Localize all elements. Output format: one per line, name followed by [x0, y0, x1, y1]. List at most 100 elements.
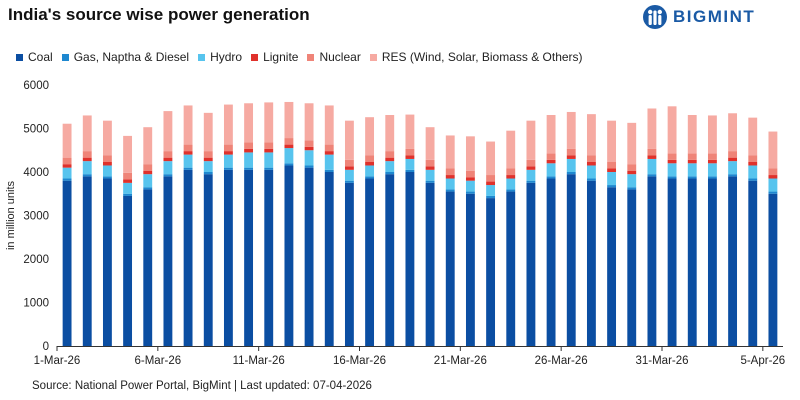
- legend-swatch: [61, 53, 69, 61]
- x-tick-label: 1-Mar-26: [34, 355, 81, 367]
- x-tick-label: 31-Mar-26: [635, 355, 688, 367]
- bar-segment-1: [526, 180, 536, 183]
- bar-segment-0: [223, 169, 233, 346]
- bar-stack-16-Mar-26: [365, 117, 375, 346]
- bar-segment-2: [445, 178, 455, 190]
- bar-stack-1-Apr-26: [687, 115, 697, 346]
- bar-stack-26-Mar-26: [566, 111, 576, 346]
- bar-segment-3: [728, 157, 738, 162]
- bar-segment-1: [445, 189, 455, 192]
- bar-segment-4: [687, 153, 697, 160]
- bar-segment-4: [707, 153, 717, 160]
- bar-segment-1: [244, 167, 254, 170]
- bar-segment-5: [526, 120, 536, 160]
- y-tick-label: 3000: [23, 211, 49, 223]
- bar-stack-30-Mar-26: [647, 108, 657, 346]
- bar-segment-4: [526, 159, 536, 167]
- chart-title: India's source wise power generation: [8, 5, 310, 24]
- bar-segment-3: [244, 148, 254, 153]
- bar-segment-5: [223, 104, 233, 145]
- brand-logo[interactable]: BIGMINT: [642, 4, 755, 30]
- bar-segment-0: [566, 174, 576, 346]
- bar-segment-2: [223, 154, 233, 168]
- bar-stack-4-Apr-26: [748, 117, 758, 346]
- bar-stack-25-Mar-26: [546, 115, 556, 346]
- bar-segment-3: [365, 162, 375, 166]
- bar-segment-0: [62, 180, 72, 346]
- bar-segment-5: [82, 115, 92, 152]
- y-tick-label: 1000: [23, 298, 49, 310]
- bar-segment-5: [546, 115, 556, 154]
- bar-segment-2: [324, 154, 334, 170]
- bar-segment-3: [445, 175, 455, 179]
- bar-segment-3: [344, 166, 354, 170]
- bar-segment-0: [123, 195, 133, 346]
- bar-segment-1: [223, 167, 233, 170]
- bar-segment-3: [264, 148, 274, 153]
- bar-segment-1: [62, 178, 72, 181]
- legend-item-1: Gas, Naptha & Diesel: [61, 50, 189, 64]
- bar-segment-1: [486, 195, 496, 199]
- bar-stack-27-Mar-26: [586, 114, 596, 346]
- bar-segment-0: [667, 178, 677, 346]
- bar-segment-3: [123, 179, 133, 183]
- bar-segment-1: [546, 176, 556, 179]
- bar-segment-3: [203, 157, 213, 162]
- bar-segment-4: [748, 155, 758, 162]
- legend-item-5: RES (Wind, Solar, Biomass & Others): [369, 50, 583, 64]
- bar-stack-18-Mar-26: [405, 114, 415, 346]
- bar-segment-1: [728, 174, 738, 177]
- bar-segment-3: [284, 144, 294, 149]
- bar-segment-0: [546, 178, 556, 346]
- bar-segment-3: [627, 170, 637, 175]
- bar-stack-1-Mar-26: [62, 123, 72, 346]
- bar-segment-3: [647, 155, 657, 159]
- bar-stack-23-Mar-26: [506, 130, 516, 346]
- bar-stack-9-Mar-26: [223, 104, 233, 346]
- bar-segment-2: [546, 163, 556, 177]
- bar-stack-8-Mar-26: [203, 112, 213, 346]
- bar-segment-0: [707, 178, 717, 346]
- bar-stack-19-Mar-26: [425, 127, 435, 347]
- bar-segment-1: [163, 174, 173, 177]
- bar-segment-1: [405, 169, 415, 172]
- bar-segment-4: [667, 153, 677, 160]
- bar-segment-0: [324, 172, 334, 346]
- bar-segment-0: [425, 182, 435, 347]
- bar-segment-5: [486, 141, 496, 176]
- bar-segment-2: [405, 158, 415, 170]
- bar-segment-0: [607, 187, 617, 346]
- bar-stack-13-Mar-26: [304, 103, 314, 346]
- y-tick-label: 6000: [23, 80, 49, 92]
- bar-segment-3: [486, 181, 496, 186]
- bar-stack-29-Mar-26: [627, 122, 637, 346]
- bar-segment-3: [768, 175, 778, 179]
- bar-segment-4: [768, 168, 778, 176]
- legend-swatch: [369, 53, 377, 61]
- brand-name: BIGMINT: [673, 7, 756, 26]
- bar-stack-6-Mar-26: [163, 111, 173, 346]
- bar-segment-4: [425, 159, 435, 167]
- bar-segment-4: [102, 155, 112, 162]
- bar-segment-3: [566, 155, 576, 159]
- legend-label: Coal: [28, 50, 53, 64]
- bar-segment-4: [203, 151, 213, 158]
- bar-segment-4: [183, 144, 193, 152]
- bar-segment-4: [324, 144, 334, 152]
- bar-segment-2: [102, 165, 112, 177]
- bar-segment-4: [163, 151, 173, 158]
- bar-segment-3: [385, 157, 395, 162]
- bar-segment-5: [566, 111, 576, 149]
- bar-segment-3: [607, 168, 617, 172]
- bar-segment-1: [324, 169, 334, 172]
- bar-segment-1: [102, 176, 112, 179]
- bar-segment-1: [385, 172, 395, 175]
- bar-segment-3: [586, 162, 596, 166]
- bar-segment-2: [62, 167, 72, 179]
- bar-segment-0: [748, 180, 758, 346]
- bar-stack-2-Apr-26: [707, 115, 717, 346]
- bar-stack-28-Mar-26: [607, 120, 617, 346]
- bar-segment-0: [728, 176, 738, 346]
- bar-segment-1: [203, 172, 213, 175]
